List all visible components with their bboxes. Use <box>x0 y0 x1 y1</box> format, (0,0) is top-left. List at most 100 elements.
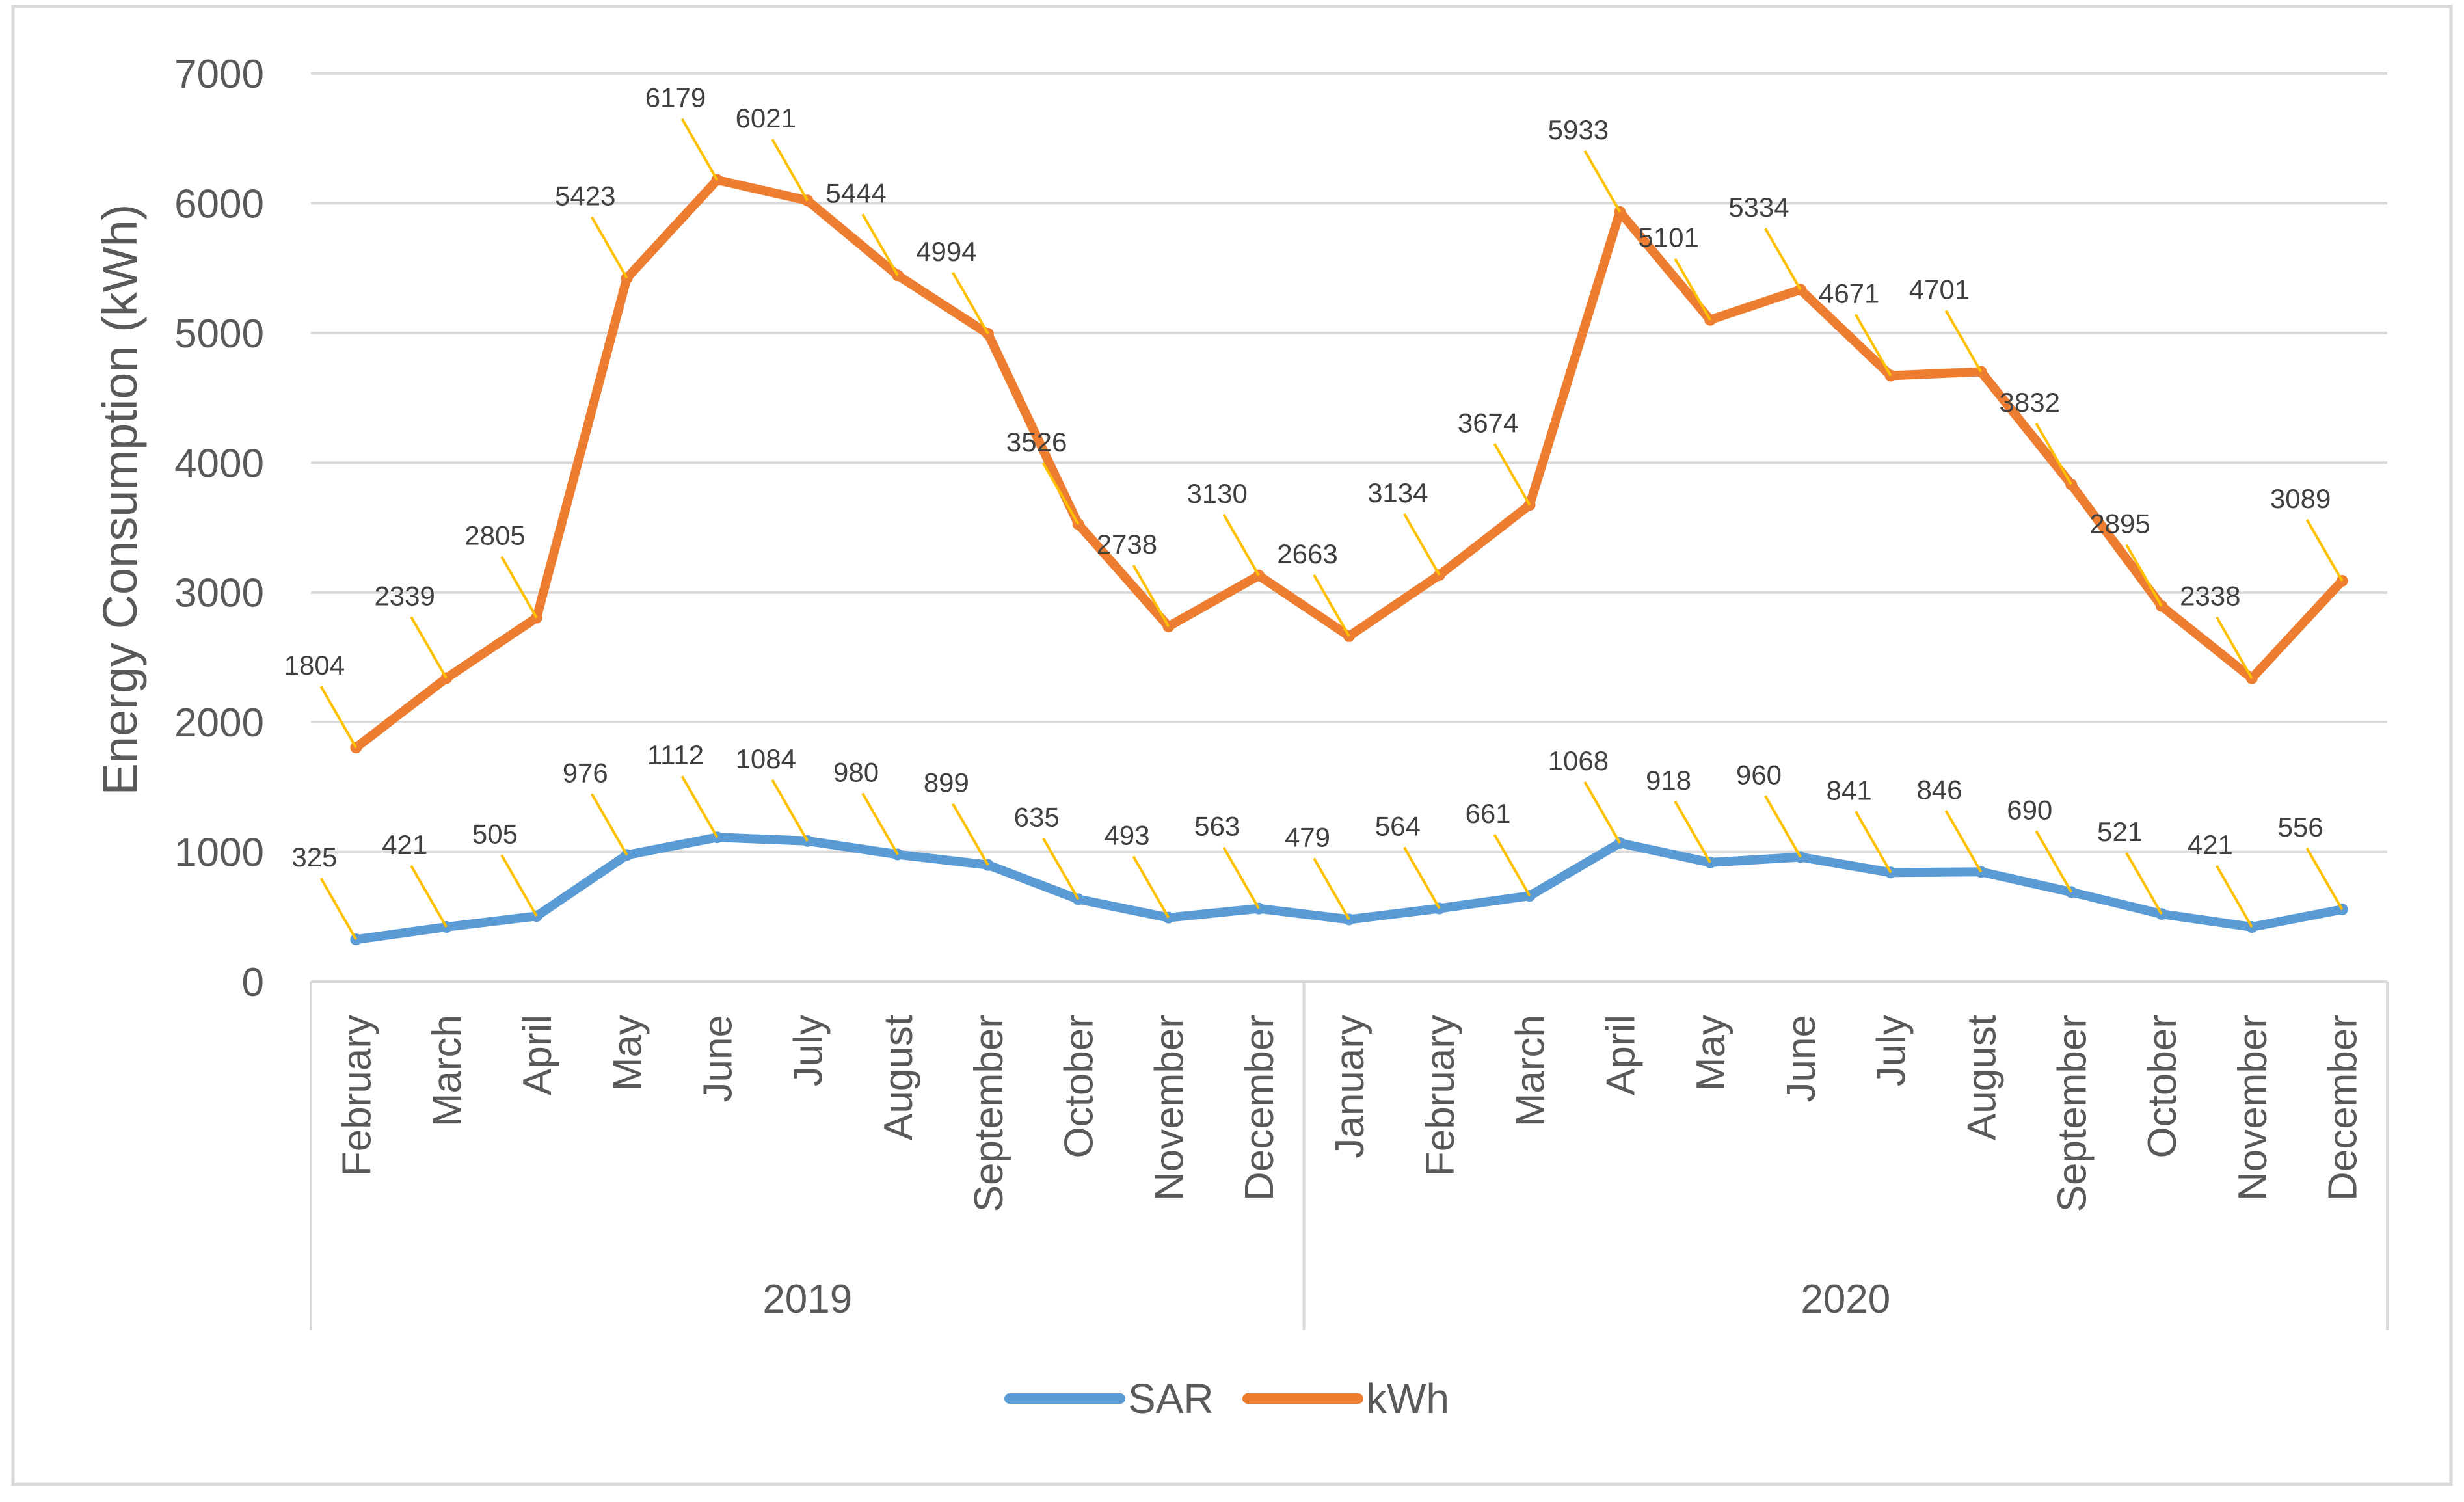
leader-line <box>1764 795 1802 858</box>
data-label-sar: 563 <box>1194 811 1240 842</box>
data-label-sar: 841 <box>1827 775 1872 805</box>
leader-line <box>771 779 809 842</box>
leader-line <box>1674 258 1711 321</box>
data-label-kwh: 3674 <box>1458 407 1518 438</box>
leader-line <box>1944 810 1983 873</box>
gridlines <box>311 72 2387 853</box>
y-tick-label: 4000 <box>174 441 264 486</box>
leader-line <box>591 216 628 279</box>
chart-border <box>11 5 2453 1486</box>
x-category-label: May <box>606 1015 650 1091</box>
x-category-label: March <box>425 1015 470 1127</box>
leader-line <box>2216 865 2253 928</box>
x-category-label: June <box>1779 1015 1824 1102</box>
leader-line <box>1764 228 1802 291</box>
data-label-sar: 980 <box>833 757 879 788</box>
legend-label-kwh: kWh <box>1366 1375 1449 1422</box>
leader-line <box>861 792 899 855</box>
data-label-sar: 556 <box>2278 812 2323 842</box>
data-label-sar: 1112 <box>647 740 704 770</box>
leader-line <box>319 686 358 749</box>
leader-line <box>591 793 628 856</box>
year-group-label: 2019 <box>762 1277 852 1322</box>
leader-line <box>1944 310 1983 373</box>
x-category-label: July <box>1869 1015 1914 1086</box>
y-tick-label: 0 <box>242 960 264 1005</box>
data-label-kwh: 3134 <box>1367 477 1428 508</box>
x-category-label: September <box>967 1015 1011 1212</box>
leader-line <box>2305 518 2344 582</box>
leader-line <box>500 556 538 619</box>
data-label-kwh: 2663 <box>1277 539 1337 569</box>
data-label-sar: 635 <box>1014 801 1060 832</box>
leader-line <box>952 272 989 335</box>
x-category-label: January <box>1328 1015 1373 1159</box>
x-category-label: November <box>2230 1015 2275 1201</box>
data-label-sar: 846 <box>1916 774 1962 805</box>
x-category-label: December <box>2321 1015 2366 1201</box>
data-label-kwh: 6179 <box>645 83 706 113</box>
data-label-kwh: 6021 <box>736 103 796 133</box>
data-labels: 325 421 505 976 1112 1084 980 899 635 493 563 479 56… <box>284 83 2344 941</box>
leader-line <box>1583 781 1622 844</box>
data-label-kwh: 4994 <box>916 236 976 267</box>
leader-line <box>952 803 989 866</box>
leader-line <box>2216 616 2253 679</box>
leader-line <box>1674 800 1711 863</box>
x-category-label: March <box>1508 1015 1553 1127</box>
data-label-sar: 421 <box>382 829 427 860</box>
data-label-kwh: 2338 <box>2180 581 2240 611</box>
data-label-sar: 1068 <box>1548 745 1609 776</box>
leader-line <box>1493 834 1531 897</box>
data-label-kwh: 3526 <box>1006 427 1067 457</box>
y-tick-label: 2000 <box>174 701 264 745</box>
data-label-kwh: 2339 <box>374 581 435 611</box>
data-label-sar: 661 <box>1466 798 1511 829</box>
x-category-label: April <box>515 1015 560 1095</box>
leader-line <box>1313 857 1350 920</box>
leader-line <box>410 616 448 679</box>
leader-line <box>861 213 899 276</box>
data-label-kwh: 5101 <box>1638 222 1698 253</box>
leader-line <box>2125 544 2163 607</box>
y-tick-label: 3000 <box>174 571 264 616</box>
leader-line <box>1313 574 1350 637</box>
leader-line <box>2125 852 2163 915</box>
data-label-kwh: 2895 <box>2089 509 2150 539</box>
leader-line <box>1403 846 1441 909</box>
y-tick-label: 5000 <box>174 312 264 356</box>
data-label-sar: 976 <box>563 757 608 788</box>
data-label-kwh: 1804 <box>284 650 345 680</box>
leader-line <box>1132 855 1170 919</box>
leader-line <box>771 139 809 202</box>
leader-line <box>1493 443 1531 506</box>
data-label-sar: 325 <box>291 842 337 872</box>
x-category-label: February <box>334 1015 379 1176</box>
data-label-sar: 493 <box>1104 820 1149 851</box>
leader-line <box>1132 564 1170 627</box>
x-category-label: February <box>1418 1015 1463 1176</box>
data-label-kwh: 2738 <box>1097 529 1157 559</box>
legend-label-sar: SAR <box>1128 1375 1214 1422</box>
data-label-kwh: 5444 <box>825 178 886 208</box>
leader-line <box>2035 830 2072 893</box>
leader-line <box>680 118 719 181</box>
leader-line <box>319 878 358 941</box>
y-tick-label: 1000 <box>174 831 264 876</box>
x-category-label: December <box>1237 1015 1282 1201</box>
leader-line <box>1854 811 1892 874</box>
data-label-sar: 564 <box>1375 811 1421 842</box>
leader-line <box>2035 422 2072 485</box>
leader-line <box>1583 150 1622 213</box>
x-category-label: June <box>696 1015 741 1102</box>
data-label-kwh: 2805 <box>464 520 525 551</box>
x-category-label: May <box>1689 1015 1734 1091</box>
x-category-label: September <box>2050 1015 2095 1212</box>
data-label-sar: 505 <box>472 818 518 849</box>
data-label-sar: 690 <box>2007 794 2052 825</box>
data-label-kwh: 3130 <box>1186 478 1247 509</box>
leader-line <box>500 854 538 917</box>
leader-line <box>1041 837 1080 900</box>
